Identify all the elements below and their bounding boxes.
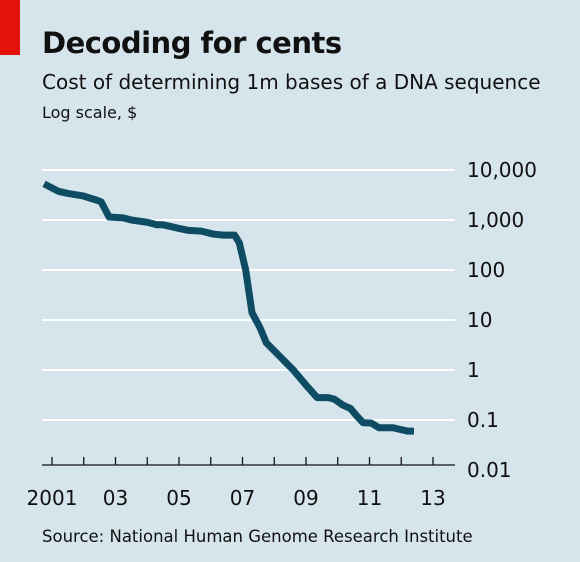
x-axis-labels: 2001 03 05 07 09 11 13 <box>27 486 446 510</box>
y-tick-label: 1 <box>467 358 480 382</box>
x-tick-label: 05 <box>166 486 191 510</box>
x-axis-minor-ticks <box>51 457 434 465</box>
x-tick-label: 2001 <box>27 486 78 510</box>
chart-subtitle: Cost of determining 1m bases of a DNA se… <box>42 70 541 94</box>
chart-title: Decoding for cents <box>42 26 342 60</box>
source-note: Source: National Human Genome Research I… <box>42 527 473 546</box>
y-tick-label: 100 <box>467 258 505 282</box>
x-tick-label: 03 <box>103 486 128 510</box>
y-tick-label: 0.1 <box>467 408 499 432</box>
y-tick-label: 0.01 <box>467 458 512 482</box>
x-tick-label: 13 <box>420 486 445 510</box>
y-tick-label: 10 <box>467 308 492 332</box>
x-tick-label: 07 <box>230 486 255 510</box>
y-tick-label: 10,000 <box>467 158 537 182</box>
y-tick-label: 1,000 <box>467 208 524 232</box>
y-axis-ticks: 10,000 1,000 100 10 1 0.1 0.01 <box>467 158 537 482</box>
series-line <box>42 180 414 435</box>
x-tick-label: 09 <box>293 486 318 510</box>
gridlines <box>42 169 455 421</box>
x-tick-label: 11 <box>357 486 382 510</box>
scale-note: Log scale, $ <box>42 103 138 122</box>
brand-tag <box>0 0 20 55</box>
